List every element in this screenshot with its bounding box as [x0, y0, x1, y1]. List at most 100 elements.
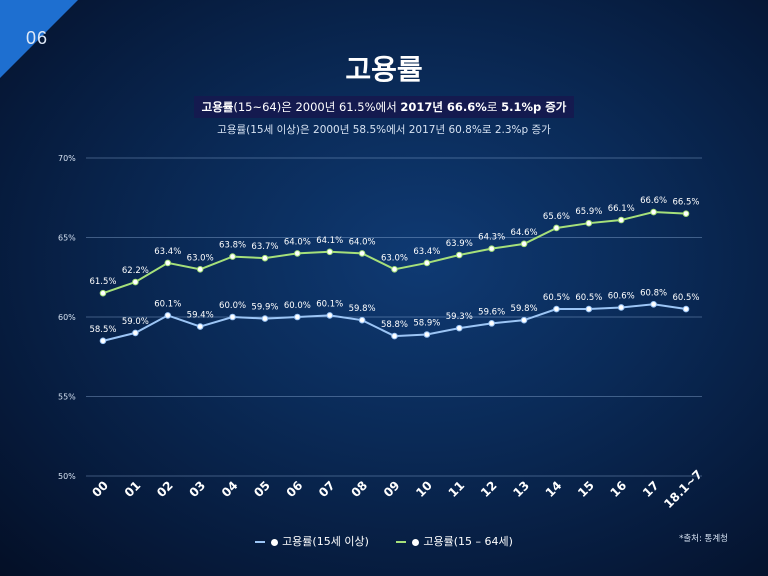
data-point-0-12 [488, 320, 495, 327]
data-label-0-11: 59.3% [446, 312, 473, 322]
data-point-0-1 [132, 329, 139, 337]
legend-swatch-15plus [255, 541, 266, 543]
page-number: 06 [26, 28, 49, 48]
data-label-0-9: 58.8% [381, 320, 408, 330]
data-point-0-18 [682, 305, 690, 313]
data-label-1-5: 63.7% [251, 242, 278, 252]
data-label-0-17: 60.8% [640, 288, 667, 298]
data-label-0-2: 60.1% [154, 299, 181, 309]
data-label-0-13: 59.8% [511, 304, 538, 314]
legend-item-15plus: 고용률(15세 이상) [255, 533, 369, 549]
data-label-0-7: 60.1% [316, 299, 343, 309]
data-label-1-10: 63.4% [413, 247, 440, 257]
data-point-1-1 [132, 278, 139, 286]
data-point-1-18 [682, 210, 690, 217]
data-label-1-6: 64.0% [284, 237, 311, 247]
data-label-1-1: 62.2% [122, 266, 149, 276]
data-point-1-3 [196, 266, 204, 273]
data-point-0-5 [261, 315, 269, 322]
subtitle-main: 고용률(15~64)은 2000년 61.5%에서 2017년 66.6%로 5… [193, 96, 575, 118]
x-tick-label-0: 00 [89, 478, 111, 500]
data-point-0-17 [650, 300, 657, 308]
data-point-1-2 [164, 259, 172, 267]
page-title: 고용률 [345, 53, 423, 86]
data-label-0-6: 60.0% [284, 301, 311, 311]
x-tick-label-18: 18.1~7 [661, 467, 705, 511]
data-point-1-5 [261, 254, 269, 262]
data-point-1-16 [617, 216, 625, 224]
data-point-0-4 [229, 313, 236, 321]
data-point-1-9 [391, 266, 398, 273]
x-tick-label-6: 06 [284, 478, 306, 500]
legend-item-15-64: 고용률(15 – 64세) [396, 533, 513, 549]
data-point-0-14 [553, 305, 560, 313]
y-tick-label-0: 50% [58, 472, 76, 481]
data-label-0-8: 59.8% [349, 304, 376, 314]
data-point-0-16 [617, 304, 625, 311]
subtitle-main-part3: 2017년 66.6% [400, 100, 487, 114]
data-point-0-2 [164, 312, 172, 319]
data-label-1-0: 61.5% [89, 277, 116, 287]
y-tick-label-2: 60% [58, 313, 76, 322]
data-point-0-9 [391, 332, 398, 340]
x-tick-label-14: 14 [543, 478, 565, 500]
subtitle-main-wrap: 고용률(15~64)은 2000년 61.5%에서 2017년 66.6%로 5… [0, 96, 768, 118]
data-label-0-15: 60.5% [575, 293, 602, 303]
data-label-0-1: 59.0% [122, 317, 149, 327]
data-point-1-7 [326, 248, 334, 256]
y-tick-label-3: 65% [58, 234, 76, 243]
data-label-0-0: 58.5% [89, 325, 116, 335]
data-point-0-15 [585, 305, 593, 313]
subtitle-secondary: 고용률(15세 이상)은 2000년 58.5%에서 2017년 60.8%로 … [217, 124, 551, 136]
legend-label-15-64: 고용률(15 – 64세) [423, 535, 513, 548]
data-label-0-12: 59.6% [478, 307, 505, 317]
data-label-0-3: 59.4% [187, 311, 214, 321]
data-point-0-8 [358, 316, 366, 324]
data-point-0-10 [423, 331, 431, 338]
legend-dot-15plus [271, 538, 279, 546]
data-point-1-10 [423, 259, 431, 267]
data-point-1-6 [294, 250, 301, 257]
data-label-1-4: 63.8% [219, 241, 246, 251]
legend-dot-15-64 [412, 538, 420, 546]
data-label-1-13: 64.6% [511, 228, 538, 238]
data-point-1-14 [553, 224, 560, 232]
legend-swatch-15-64 [396, 541, 407, 543]
source-note: *출처: 통계청 [679, 534, 728, 544]
x-tick-label-4: 04 [219, 478, 241, 500]
data-point-0-7 [326, 312, 334, 319]
subtitle-main-part5: 5.1%p 증가 [501, 100, 567, 114]
x-tick-label-10: 10 [413, 478, 435, 500]
data-point-1-15 [585, 219, 593, 227]
data-label-1-2: 63.4% [154, 247, 181, 257]
data-label-1-18: 66.5% [672, 198, 699, 208]
x-tick-label-5: 05 [251, 478, 273, 500]
data-label-0-16: 60.6% [608, 291, 635, 301]
data-label-1-15: 65.9% [575, 207, 602, 217]
x-tick-label-12: 12 [478, 478, 500, 500]
data-label-1-9: 63.0% [381, 253, 408, 263]
x-tick-label-7: 07 [316, 478, 338, 500]
legend: 고용률(15세 이상) 고용률(15 – 64세) [0, 533, 768, 549]
data-label-0-18: 60.5% [672, 293, 699, 303]
x-tick-label-2: 02 [154, 478, 176, 500]
data-point-1-4 [229, 253, 236, 260]
data-point-1-13 [520, 240, 528, 248]
legend-label-15plus: 고용률(15세 이상) [282, 535, 369, 548]
data-point-1-12 [488, 245, 495, 252]
data-label-1-7: 64.1% [316, 236, 343, 246]
data-point-0-0 [99, 337, 107, 345]
data-label-0-4: 60.0% [219, 301, 246, 311]
subtitle-main-part2: (15~64)은 2000년 61.5%에서 [233, 100, 401, 114]
data-point-0-13 [520, 316, 528, 324]
data-label-1-17: 66.6% [640, 196, 667, 206]
subtitle-main-part4: 로 [486, 100, 502, 114]
x-tick-label-13: 13 [510, 478, 532, 500]
x-tick-label-16: 16 [608, 478, 630, 500]
data-label-1-14: 65.6% [543, 212, 570, 222]
y-tick-label-4: 70% [58, 154, 76, 163]
data-label-0-10: 58.9% [413, 318, 440, 328]
data-label-1-16: 66.1% [608, 204, 635, 214]
subtitle-main-part1: 고용률 [201, 100, 234, 114]
